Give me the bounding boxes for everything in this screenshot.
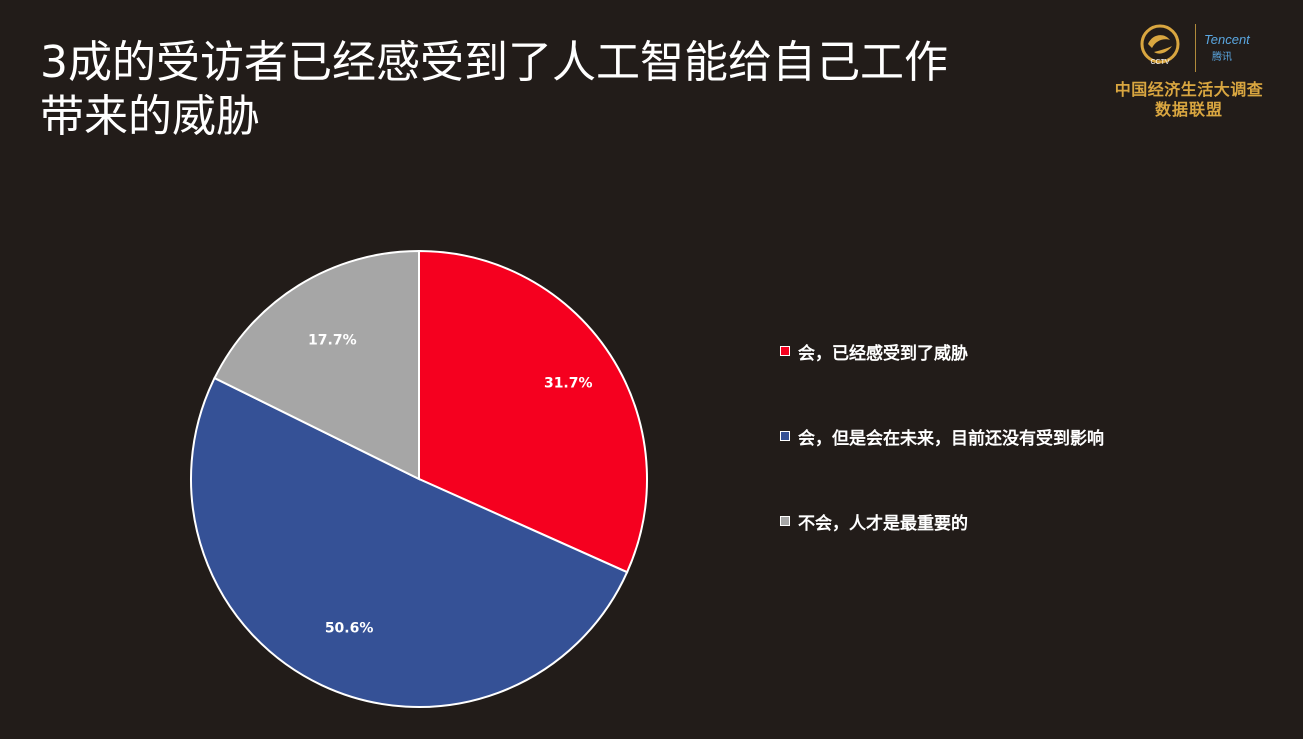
pie-chart: 31.7% 50.6% 17.7% bbox=[190, 249, 648, 708]
pie-data-label-2: 50.6% bbox=[325, 621, 374, 637]
legend-swatch bbox=[780, 516, 790, 526]
tencent-logo-cn: 腾讯 bbox=[1212, 52, 1232, 63]
tencent-logo-text: Tencent bbox=[1204, 32, 1250, 47]
legend-swatch bbox=[780, 346, 790, 356]
logo-line-1: 中国经济生活大调查 bbox=[1114, 80, 1264, 99]
pie-data-label-1: 31.7% bbox=[544, 375, 593, 391]
legend-item-1: 会，已经感受到了威胁 bbox=[780, 336, 1104, 366]
legend-item-2: 会，但是会在未来，目前还没有受到影响 bbox=[780, 421, 1104, 451]
pie-data-label-3: 17.7% bbox=[308, 333, 357, 349]
legend-label: 不会，人才是最重要的 bbox=[798, 513, 968, 534]
logo-line-2: 数据联盟 bbox=[1154, 100, 1223, 119]
logo: CCTV Tencent 腾讯 中国经济生活大调查 数据联盟 bbox=[1100, 18, 1280, 119]
pie-slice-2 bbox=[190, 376, 629, 708]
cctv-text: CCTV bbox=[1150, 59, 1169, 66]
legend-label: 会，已经感受到了威胁 bbox=[798, 343, 968, 364]
cctv-logo-icon: CCTV bbox=[1140, 24, 1180, 66]
pie-slice-3 bbox=[213, 249, 420, 481]
slide-title: 3成的受访者已经感受到了人工智能给自己工作带来的威胁 bbox=[40, 37, 948, 142]
legend-swatch bbox=[780, 431, 790, 441]
legend-item-3: 不会，人才是最重要的 bbox=[780, 506, 1104, 536]
logo-divider bbox=[1195, 24, 1196, 72]
legend-label: 会，但是会在未来，目前还没有受到影响 bbox=[798, 428, 1104, 449]
pie-slice-1 bbox=[418, 249, 648, 574]
chart-legend: 会，已经感受到了威胁会，但是会在未来，目前还没有受到影响 不会，人才是最重要的 bbox=[780, 336, 1104, 591]
